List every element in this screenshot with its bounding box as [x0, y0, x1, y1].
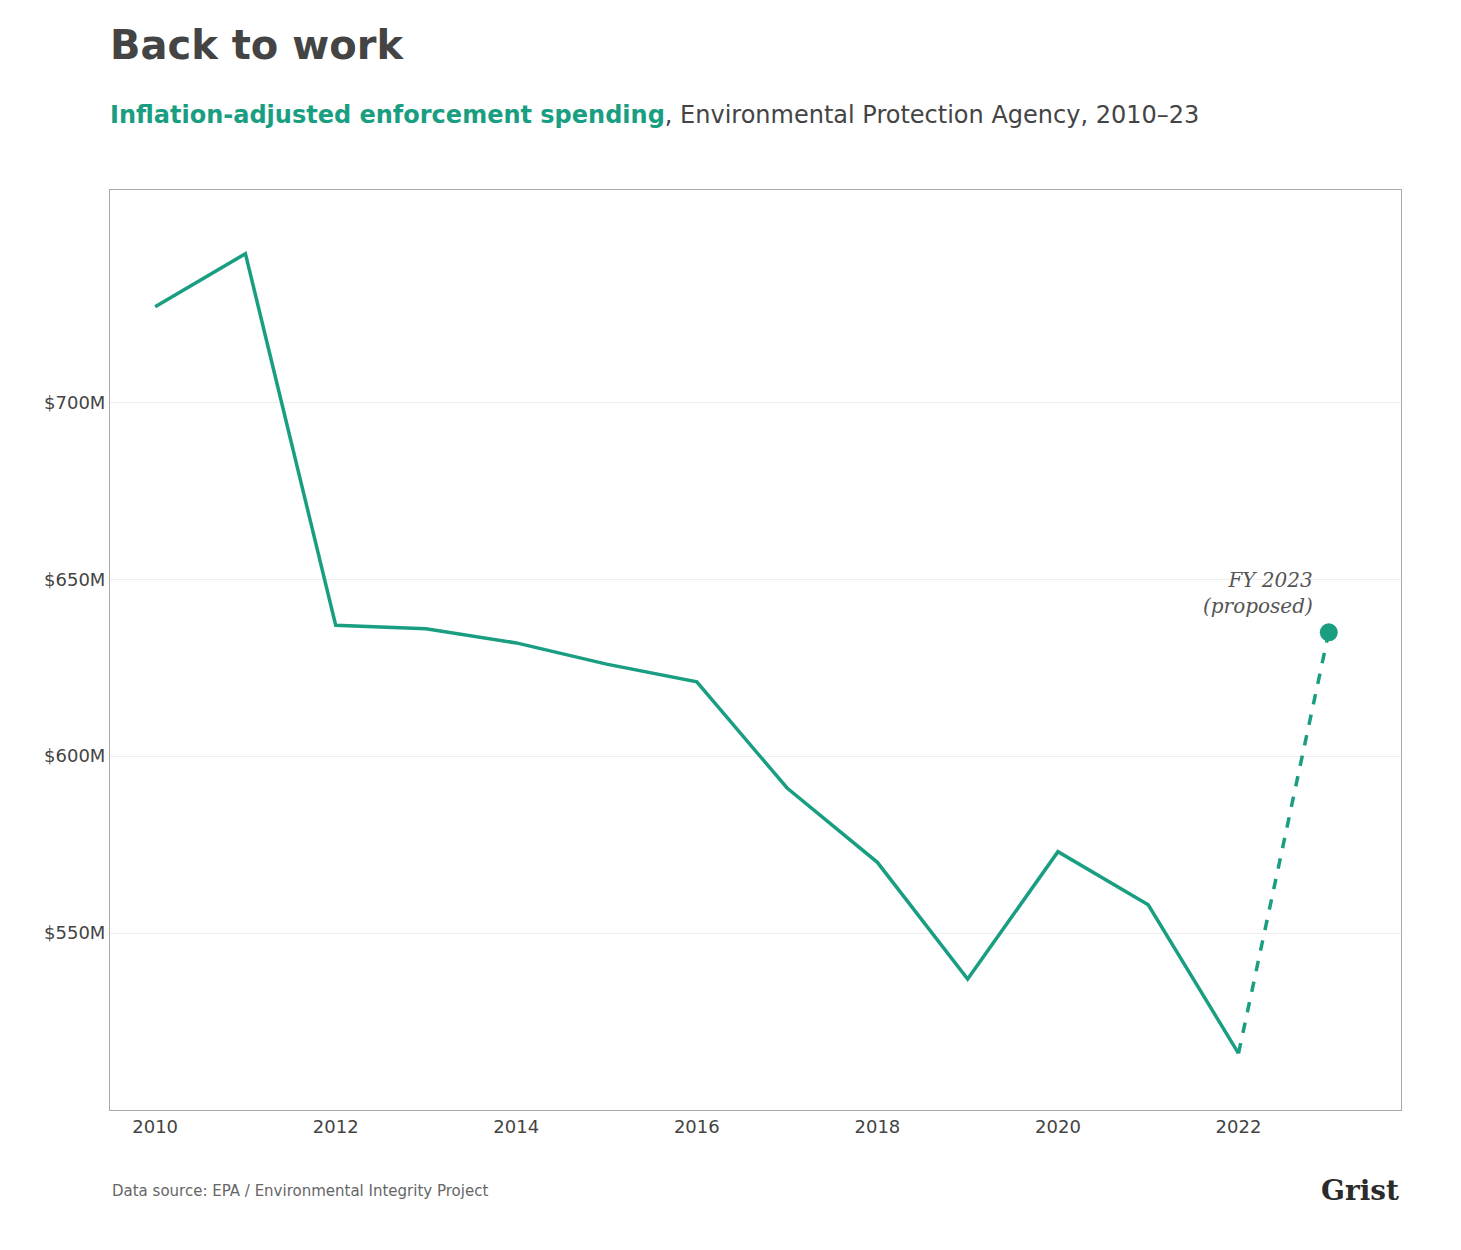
- svg-text:2016: 2016: [674, 1116, 720, 1137]
- svg-text:Data source: EPA / Environment: Data source: EPA / Environmental Integri…: [112, 1182, 488, 1200]
- svg-text:2022: 2022: [1216, 1116, 1262, 1137]
- svg-text:$650M: $650M: [44, 569, 105, 590]
- svg-text:Inflation-adjusted enforcement: Inflation-adjusted enforcement spending,…: [110, 101, 1199, 129]
- svg-text:2010: 2010: [132, 1116, 178, 1137]
- svg-text:2012: 2012: [313, 1116, 359, 1137]
- svg-text:2014: 2014: [493, 1116, 539, 1137]
- svg-text:$700M: $700M: [44, 392, 105, 413]
- svg-text:$550M: $550M: [44, 922, 105, 943]
- svg-text:2018: 2018: [854, 1116, 900, 1137]
- svg-text:2020: 2020: [1035, 1116, 1081, 1137]
- svg-text:$600M: $600M: [44, 745, 105, 766]
- svg-text:Grist: Grist: [1321, 1174, 1399, 1207]
- svg-text:FY 2023(proposed): FY 2023(proposed): [1203, 568, 1313, 618]
- svg-text:Back to work: Back to work: [110, 22, 404, 68]
